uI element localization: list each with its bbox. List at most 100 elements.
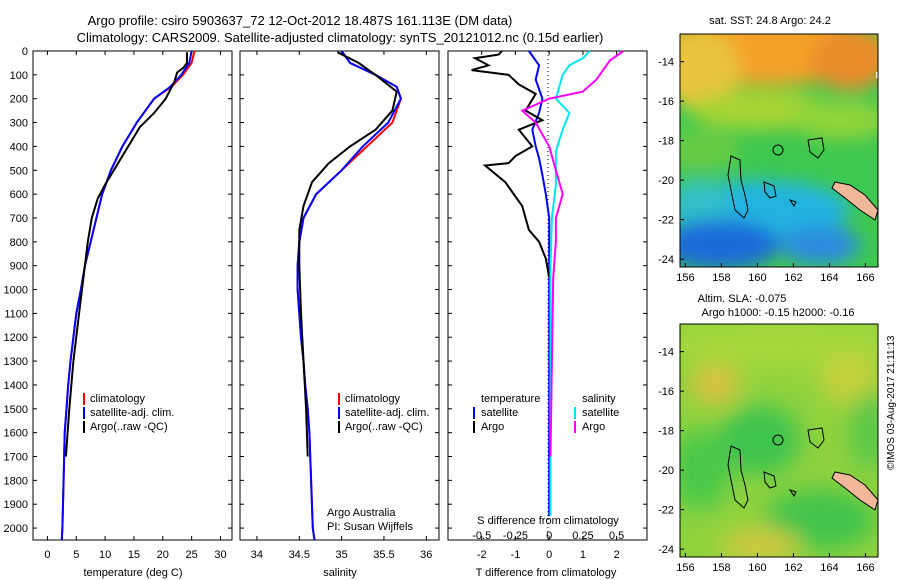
series-line-argo (64, 52, 188, 457)
series-line-sal_argo (520, 50, 624, 457)
depth-tick-label: 600 (10, 189, 28, 201)
salinity-legend: climatology satellite-adj. clim. Argo(..… (338, 393, 429, 433)
depth-tick-label: 200 (10, 94, 28, 106)
copyright-stamp: ©IMOS 03-Aug-2017 21:11:13 (886, 335, 897, 470)
depth-tick-label: 1200 (4, 332, 28, 344)
lon-tick-label: 164 (820, 272, 838, 284)
x-tick-label: 30 (214, 549, 226, 561)
sla-map-lon-ticks: 156 158 160 162 164 166 (676, 553, 875, 574)
credit-line2: PI: Susan Wijffels (327, 521, 413, 533)
lat-tick-label: -22 (658, 215, 674, 227)
lon-tick-label: 158 (712, 272, 730, 284)
lon-tick-label: 156 (676, 272, 694, 284)
depth-tick-label: 700 (10, 213, 28, 225)
depth-tick-label: 1900 (4, 499, 28, 511)
series-line-argo (298, 51, 398, 457)
sst-map-lon-ticks: 156 158 160 162 164 166 (676, 263, 875, 284)
series-line-argo (471, 50, 551, 278)
x-tick-label: 36 (420, 549, 432, 561)
difference-x-label: T difference from climatology (476, 567, 617, 579)
x-tick-label: 35.5 (373, 549, 394, 561)
series-line-satellite (528, 50, 551, 517)
depth-tick-label: 1500 (4, 404, 28, 416)
lat-tick-label: -24 (658, 544, 674, 556)
x2-tick-label: 0 (546, 530, 552, 542)
coastline (727, 137, 825, 219)
figure-title-line1: Argo profile: csiro 5903637_72 12-Oct-20… (88, 13, 513, 28)
temperature-plot-frame (32, 50, 233, 541)
lat-tick-label: -14 (658, 347, 674, 359)
sla-map (679, 323, 879, 558)
lon-tick-label: 166 (856, 562, 874, 574)
s-difference-label: S difference from climatology (477, 515, 619, 527)
depth-axis-labels: 0 100 200 300 400 500 600 700 800 900 1000 1100 1200… (4, 46, 28, 535)
depth-tick-label: 1800 (4, 475, 28, 487)
island (831, 471, 878, 511)
sla-map-title-line2: Argo h1000: -0.15 h2000: -0.16 (702, 307, 855, 319)
lat-tick-label: -20 (658, 175, 674, 187)
x-tick-label: 15 (128, 549, 140, 561)
lon-tick-label: 166 (856, 272, 874, 284)
lon-tick-label: 160 (748, 562, 766, 574)
depth-tick-label: 1400 (4, 380, 28, 392)
difference-x-ticks: -2 -1 0 1 2 -0.5 -0.25 0 0.25 0.5 (448, 50, 647, 561)
legend-argo: Argo(..raw -QC) (345, 421, 423, 433)
figure-title-line2: Climatology: CARS2009. Satellite-adjuste… (77, 30, 604, 45)
legend-s-argo: Argo (582, 421, 605, 433)
depth-tick-label: 1600 (4, 428, 28, 440)
legend-satellite: satellite-adj. clim. (90, 407, 174, 419)
difference-series (471, 50, 624, 517)
x-tick-label: 0 (44, 549, 50, 561)
sst-map-title: sat. SST: 24.8 Argo: 24.2 (709, 15, 831, 27)
depth-tick-label: 0 (22, 46, 28, 58)
lon-tick-label: 164 (820, 562, 838, 574)
salinity-series (296, 50, 402, 541)
x-tick-label: 10 (99, 549, 111, 561)
lat-tick-label: -18 (658, 136, 674, 148)
depth-tick-label: 1000 (4, 285, 28, 297)
lat-tick-label: -18 (658, 426, 674, 438)
island (831, 181, 878, 221)
legend-temperature-heading: temperature (481, 393, 540, 405)
series-line-satellite (60, 50, 193, 541)
x2-tick-label: 0.25 (572, 530, 593, 542)
legend-satellite: satellite-adj. clim. (345, 407, 429, 419)
credit-line1: Argo Australia (327, 507, 396, 519)
legend-t-argo: Argo (481, 421, 504, 433)
lon-tick-label: 160 (748, 272, 766, 284)
legend-t-satellite: satellite (481, 407, 518, 419)
lat-tick-label: -20 (658, 465, 674, 477)
lon-tick-label: 158 (712, 562, 730, 574)
x-tick-label: 2 (614, 549, 620, 561)
depth-tick-label: 1700 (4, 452, 28, 464)
depth-tick-label: 900 (10, 261, 28, 273)
depth-tick-label: 100 (10, 70, 28, 82)
x-tick-label: 5 (73, 549, 79, 561)
lat-tick-label: -16 (658, 386, 674, 398)
lat-tick-label: -22 (658, 505, 674, 517)
x2-tick-label: -0.25 (503, 530, 528, 542)
series-line-sal_satellite (549, 50, 591, 517)
sst-map-lat-ticks: -14 -16 -18 -20 -22 -24 (658, 57, 684, 266)
temperature-x-label: temperature (deg C) (83, 567, 182, 579)
salinity-x-label: salinity (323, 567, 357, 579)
x-tick-label: 0 (546, 549, 552, 561)
sla-map-lat-ticks: -14 -16 -18 -20 -22 -24 (658, 347, 684, 556)
x2-tick-label: 0.5 (609, 530, 624, 542)
x-tick-label: 1 (580, 549, 586, 561)
coastline (727, 427, 825, 509)
lon-tick-label: 162 (784, 562, 802, 574)
temperature-series (60, 50, 196, 541)
x2-tick-label: -0.5 (472, 530, 491, 542)
depth-tick-label: 500 (10, 165, 28, 177)
lat-tick-label: -14 (658, 57, 674, 69)
lon-tick-label: 156 (676, 562, 694, 574)
legend-argo: Argo(..raw -QC) (90, 421, 168, 433)
x-tick-label: 34 (251, 549, 263, 561)
sst-map (679, 33, 879, 268)
difference-legend: temperature salinity satellite Argo sate… (473, 393, 619, 433)
lon-tick-label: 162 (784, 272, 802, 284)
x-tick-label: 34.5 (289, 549, 310, 561)
salinity-plot-frame (239, 50, 440, 541)
